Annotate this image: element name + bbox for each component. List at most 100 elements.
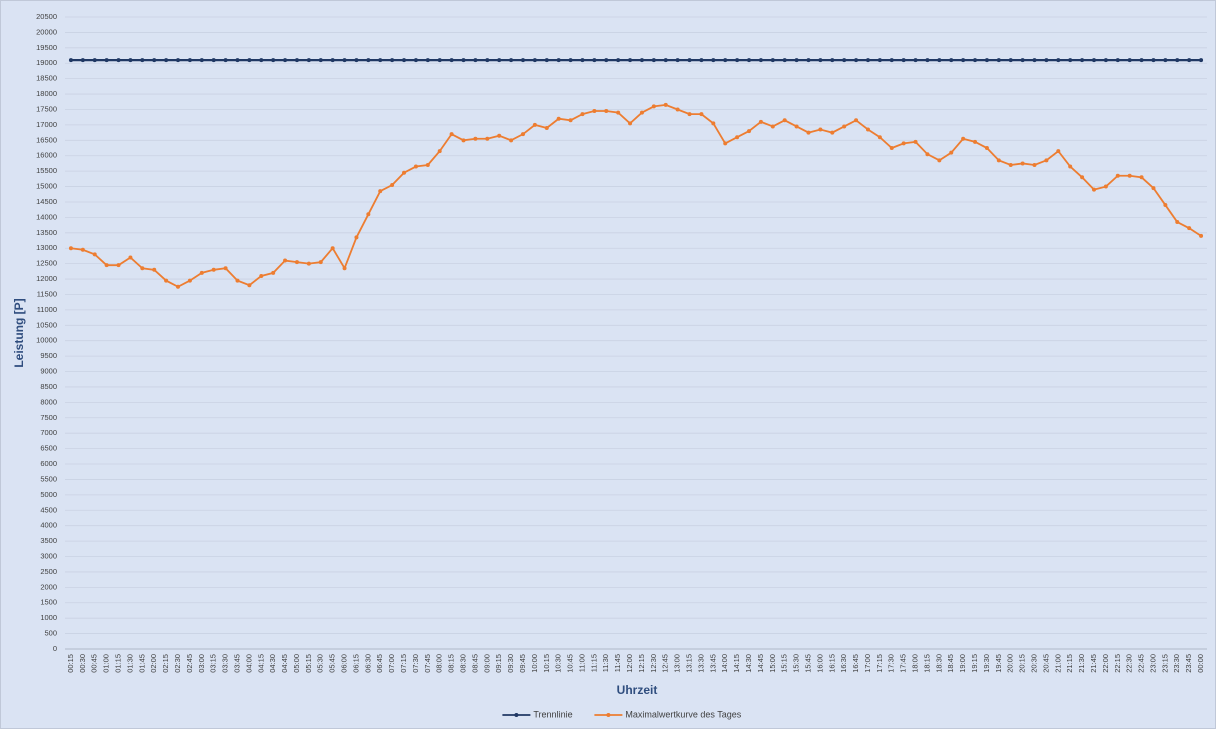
x-tick-label: 09:00 — [482, 654, 491, 673]
data-point — [473, 136, 478, 141]
data-point — [973, 139, 978, 144]
y-tick-label: 5000 — [40, 490, 57, 499]
x-tick-label: 08:00 — [435, 654, 444, 673]
data-point — [390, 183, 395, 188]
data-point — [544, 58, 549, 63]
x-tick-label: 04:30 — [268, 654, 277, 673]
data-point — [532, 58, 537, 63]
y-tick-label: 17000 — [36, 120, 57, 129]
data-point — [735, 135, 740, 140]
data-point — [842, 124, 847, 129]
data-point — [497, 133, 502, 138]
data-point — [176, 58, 181, 63]
x-tick-label: 06:30 — [363, 654, 372, 673]
x-tick-label: 10:15 — [542, 654, 551, 673]
legend-marker — [514, 713, 519, 717]
x-tick-label: 02:00 — [149, 654, 158, 673]
x-tick-label: 14:30 — [744, 654, 753, 673]
data-point — [830, 58, 835, 63]
data-point — [604, 109, 609, 114]
x-tick-label: 20:45 — [1041, 654, 1050, 673]
x-tick-label: 16:15 — [827, 654, 836, 673]
data-point — [961, 58, 966, 63]
x-tick-label: 21:00 — [1053, 654, 1062, 673]
data-point — [68, 246, 73, 251]
data-point — [354, 58, 359, 63]
legend-marker — [606, 713, 611, 717]
data-point — [1068, 58, 1073, 63]
x-tick-label: 09:15 — [494, 654, 503, 673]
y-tick-label: 3500 — [40, 536, 57, 545]
x-tick-label: 22:45 — [1137, 654, 1146, 673]
data-point — [223, 58, 228, 63]
data-point — [758, 119, 763, 124]
y-tick-label: 6500 — [40, 444, 57, 453]
data-point — [747, 129, 752, 134]
data-point — [116, 263, 121, 268]
data-point — [639, 110, 644, 115]
data-point — [556, 116, 561, 121]
y-tick-label: 6000 — [40, 459, 57, 468]
x-tick-label: 23:00 — [1148, 654, 1157, 673]
x-tick-label: 05:30 — [316, 654, 325, 673]
x-tick-label: 19:00 — [958, 654, 967, 673]
data-point — [1080, 175, 1085, 180]
data-point — [1032, 58, 1037, 63]
x-tick-label: 11:45 — [613, 654, 622, 672]
data-point — [1080, 58, 1085, 63]
data-point — [913, 139, 918, 144]
data-point — [461, 138, 466, 143]
data-point — [330, 58, 335, 63]
y-tick-label: 8500 — [40, 382, 57, 391]
y-tick-label: 19000 — [36, 58, 57, 67]
x-tick-label: 12:30 — [649, 654, 658, 673]
data-point — [854, 58, 859, 63]
data-point — [1175, 58, 1180, 63]
data-point — [806, 58, 811, 63]
data-point — [485, 136, 490, 141]
x-tick-label: 00:00 — [1196, 654, 1205, 673]
data-point — [354, 235, 359, 240]
x-tick-label: 05:45 — [328, 654, 337, 673]
data-point — [1008, 162, 1013, 167]
data-point — [687, 112, 692, 117]
y-tick-label: 13500 — [36, 228, 57, 237]
data-point — [735, 58, 740, 63]
data-point — [675, 58, 680, 63]
data-point — [794, 58, 799, 63]
data-point — [1091, 187, 1096, 192]
data-point — [889, 58, 894, 63]
data-point — [140, 266, 145, 271]
x-tick-label: 20:15 — [1018, 654, 1027, 673]
data-point — [152, 267, 157, 272]
x-tick-label: 22:30 — [1125, 654, 1134, 673]
x-tick-label: 04:00 — [244, 654, 253, 673]
x-tick-label: 12:00 — [625, 654, 634, 673]
x-tick-label: 15:15 — [780, 654, 789, 673]
data-point — [770, 124, 775, 129]
data-point — [211, 58, 216, 63]
data-point — [80, 247, 85, 252]
data-point — [1068, 164, 1073, 169]
data-point — [271, 58, 276, 63]
x-tick-label: 18:30 — [934, 654, 943, 673]
data-point — [437, 149, 442, 154]
data-point — [687, 58, 692, 63]
x-tick-label: 03:15 — [209, 654, 218, 673]
data-point — [889, 146, 894, 151]
x-tick-label: 09:30 — [506, 654, 515, 673]
x-tick-label: 08:45 — [470, 654, 479, 673]
data-point — [770, 58, 775, 63]
y-tick-label: 500 — [44, 629, 57, 638]
data-point — [437, 58, 442, 63]
legend-label: Trennlinie — [533, 709, 572, 719]
data-point — [663, 102, 668, 107]
y-tick-label: 11000 — [37, 305, 57, 314]
x-tick-label: 19:45 — [994, 654, 1003, 673]
data-point — [782, 118, 787, 123]
data-point — [996, 158, 1001, 163]
x-tick-label: 17:45 — [899, 654, 908, 673]
x-tick-label: 23:30 — [1172, 654, 1181, 673]
